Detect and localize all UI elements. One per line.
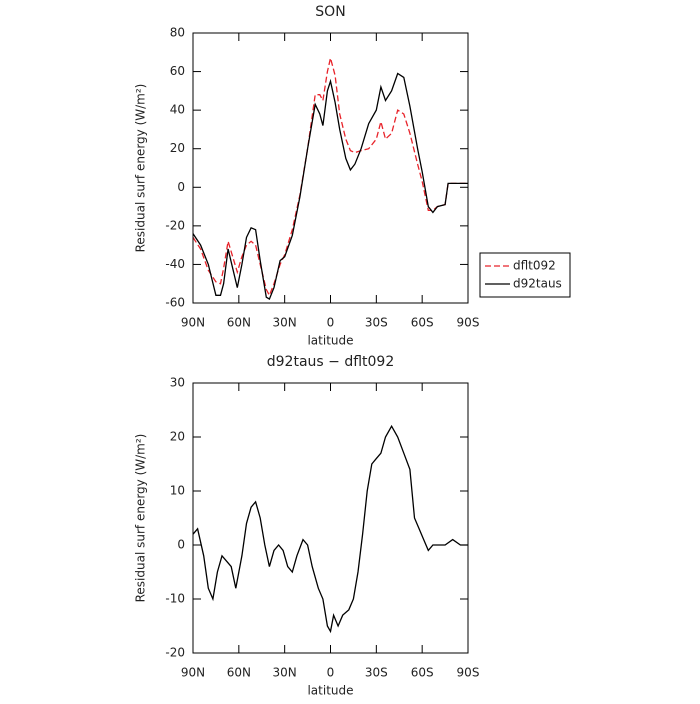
x-tick-label: 60N xyxy=(227,316,251,330)
chart-title: d92taus − dflt092 xyxy=(267,354,394,370)
y-tick-label: -20 xyxy=(165,646,185,660)
x-tick-label: 0 xyxy=(327,666,335,680)
legend-box xyxy=(479,252,571,298)
chart-title: SON xyxy=(315,4,345,20)
x-tick-label: 90N xyxy=(181,316,205,330)
legend-label: dflt092 xyxy=(513,259,556,273)
x-axis-label: latitude xyxy=(307,684,353,698)
y-tick-label: 20 xyxy=(170,141,185,155)
x-tick-label: 30N xyxy=(273,666,297,680)
y-tick-label: 60 xyxy=(170,64,185,78)
x-tick-label: 30S xyxy=(365,666,388,680)
plot-frame xyxy=(192,382,469,654)
x-tick-label: 90S xyxy=(457,316,480,330)
y-tick-label: 40 xyxy=(170,103,185,117)
y-axis-label: Residual surf energy (W/m²) xyxy=(134,84,148,253)
data-line xyxy=(192,424,468,634)
plot-frame xyxy=(192,32,469,304)
x-tick-label: 60N xyxy=(227,666,251,680)
x-tick-label: 90N xyxy=(181,666,205,680)
x-tick-label: 30S xyxy=(365,316,388,330)
y-tick-label: -40 xyxy=(165,257,185,271)
x-tick-label: 60S xyxy=(411,316,434,330)
y-tick-label: 80 xyxy=(170,26,185,40)
data-line xyxy=(192,57,468,297)
data-line xyxy=(192,72,468,301)
y-tick-label: -10 xyxy=(165,592,185,606)
x-tick-label: 90S xyxy=(457,666,480,680)
x-tick-label: 30N xyxy=(273,316,297,330)
y-tick-label: 20 xyxy=(170,430,185,444)
panel: d92taus − dflt092 latitude Residual surf e… xyxy=(134,354,480,698)
y-tick-label: 0 xyxy=(177,538,185,552)
y-tick-label: -20 xyxy=(165,218,185,232)
y-axis-label: Residual surf energy (W/m²) xyxy=(134,434,148,603)
panel: SON latitude Residual surf energy (W/m²) -6… xyxy=(134,4,571,348)
x-tick-label: 0 xyxy=(327,316,335,330)
y-tick-label: 10 xyxy=(170,484,185,498)
x-axis-label: latitude xyxy=(307,334,353,348)
legend-label: d92taus xyxy=(513,277,562,291)
y-tick-label: 0 xyxy=(177,180,185,194)
x-tick-label: 60S xyxy=(411,666,434,680)
y-tick-label: -60 xyxy=(165,296,185,310)
y-tick-label: 30 xyxy=(170,376,185,390)
